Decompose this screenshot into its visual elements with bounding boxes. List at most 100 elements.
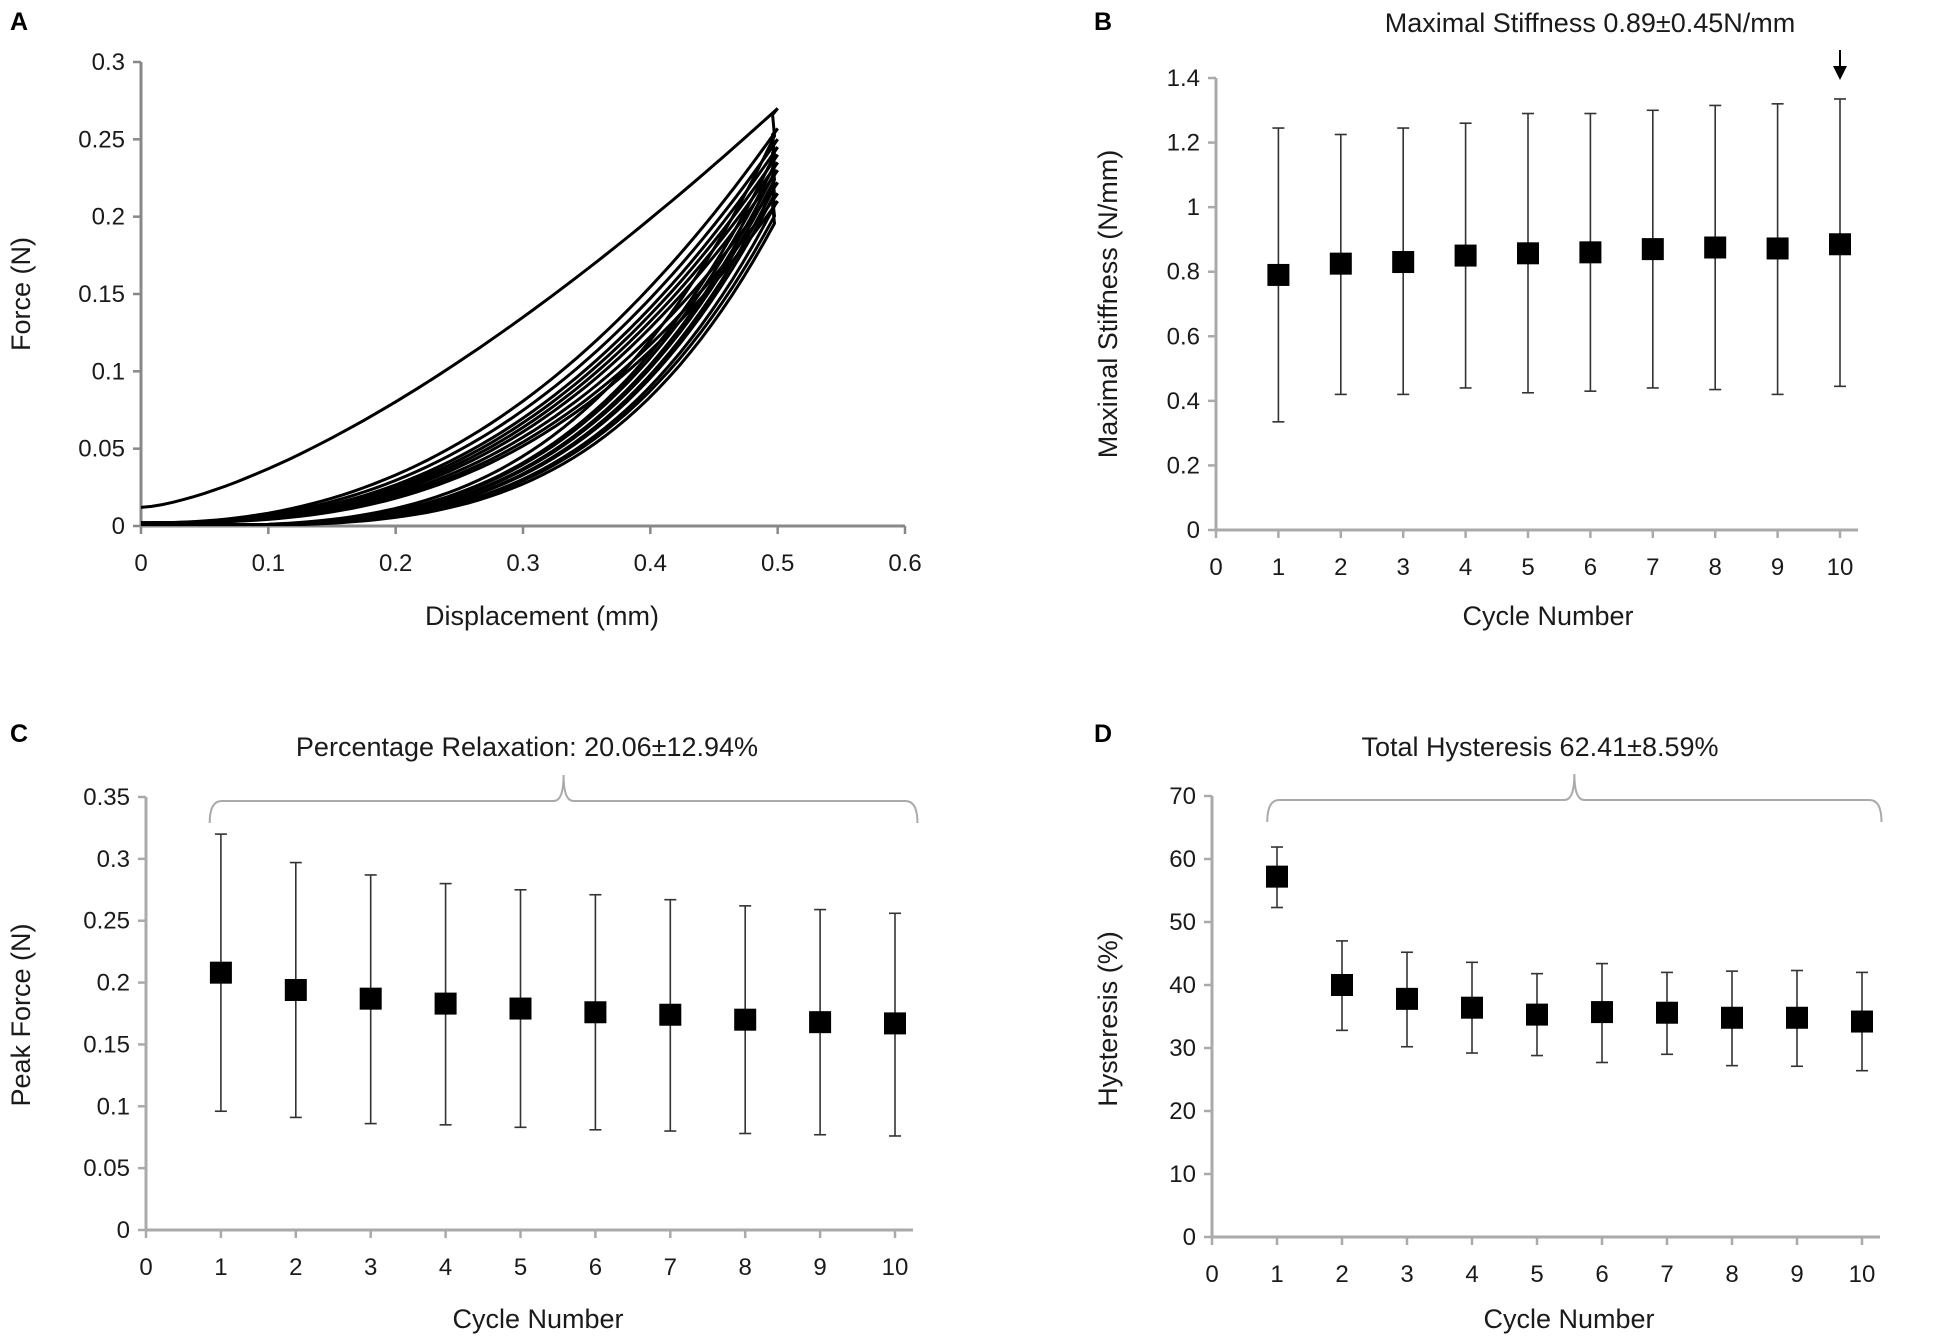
data-point bbox=[1829, 233, 1851, 256]
data-point bbox=[1267, 263, 1290, 286]
x-axis-label-c: Cycle Number bbox=[452, 1304, 623, 1334]
data-point bbox=[809, 1011, 832, 1034]
arrow-head-icon bbox=[1833, 66, 1847, 80]
x-tick-label: 4 bbox=[1465, 1261, 1478, 1288]
y-tick-label: 1.2 bbox=[1167, 130, 1200, 157]
y-tick-label: 60 bbox=[1169, 846, 1196, 873]
y-axis-label-c: Peak Force (N) bbox=[6, 923, 36, 1106]
x-tick-label: 7 bbox=[1660, 1261, 1673, 1288]
data-point bbox=[209, 961, 232, 984]
x-tick-label: 0 bbox=[139, 1254, 152, 1281]
data-point bbox=[884, 1012, 906, 1035]
data-point bbox=[1786, 1006, 1808, 1029]
chart-panel-a: 0 0.05 0.1 0.15 0.2 0.25 0.3 0 0.1 0.2 0.3 0.4 0.5 0.… bbox=[78, 49, 921, 577]
y-tick-label: 0.1 bbox=[92, 358, 125, 385]
y-tick-label: 0.8 bbox=[1167, 259, 1200, 286]
y-tick-label: 0.2 bbox=[92, 204, 125, 231]
data-point bbox=[1266, 865, 1288, 888]
y-tick-label: 0.6 bbox=[1167, 323, 1200, 350]
x-tick-label: 6 bbox=[1584, 554, 1597, 581]
x-tick-label: 3 bbox=[364, 1254, 377, 1281]
data-point bbox=[1656, 1001, 1678, 1024]
y-tick-label: 0.4 bbox=[1167, 388, 1200, 415]
x-tick-label: 9 bbox=[1771, 554, 1784, 581]
y-tick-label: 0.25 bbox=[78, 126, 125, 153]
x-tick-label: 9 bbox=[813, 1254, 826, 1281]
x-tick-label: 9 bbox=[1790, 1261, 1803, 1288]
data-point bbox=[1591, 1001, 1613, 1024]
hysteresis-loop-cycle-9 bbox=[141, 192, 779, 526]
x-tick-label: 6 bbox=[1595, 1261, 1608, 1288]
data-point bbox=[359, 987, 382, 1010]
data-point bbox=[1579, 241, 1602, 264]
x-tick-label: 5 bbox=[514, 1254, 527, 1281]
data-point bbox=[1331, 974, 1353, 996]
data-point bbox=[284, 978, 307, 1001]
x-tick-label: 0 bbox=[134, 550, 147, 577]
x-tick-label: 8 bbox=[1709, 554, 1722, 581]
y-tick-label: 0 bbox=[112, 513, 125, 540]
y-tick-label: 1.4 bbox=[1167, 65, 1200, 92]
y-tick-label: 0.2 bbox=[97, 970, 130, 997]
y-tick-label: 0.25 bbox=[83, 908, 130, 935]
x-axis-label-b: Cycle Number bbox=[1462, 601, 1633, 631]
chart-panel-c: 0 0.05 0.1 0.15 0.2 0.25 0.3 0.35 0 1 2 3 4 5 6 7 8 9 10 bbox=[83, 774, 919, 1281]
bracket-annotation bbox=[208, 774, 919, 824]
y-tick-label: 0.15 bbox=[78, 281, 125, 308]
y-tick-label: 20 bbox=[1169, 1098, 1196, 1125]
y-tick-label: 0.35 bbox=[83, 784, 130, 811]
bracket-annotation bbox=[1266, 773, 1883, 823]
x-tick-label: 0 bbox=[1205, 1261, 1218, 1288]
y-tick-label: 0 bbox=[1183, 1224, 1196, 1251]
x-tick-label: 10 bbox=[1827, 554, 1854, 581]
x-tick-label: 0.2 bbox=[379, 550, 412, 577]
x-tick-label: 1 bbox=[1270, 1261, 1283, 1288]
x-tick-label: 2 bbox=[1335, 1261, 1348, 1288]
x-tick-label: 4 bbox=[439, 1254, 452, 1281]
x-tick-label: 0.1 bbox=[252, 550, 285, 577]
chart-title-b: Maximal Stiffness 0.89±0.45N/mm bbox=[1385, 8, 1795, 38]
data-point bbox=[1461, 996, 1483, 1019]
chart-title-c: Percentage Relaxation: 20.06±12.94% bbox=[296, 732, 758, 762]
x-axis-label-d: Cycle Number bbox=[1483, 1304, 1654, 1334]
y-tick-label: 30 bbox=[1169, 1035, 1196, 1062]
y-axis-label-a: Force (N) bbox=[6, 237, 36, 351]
x-tick-label: 8 bbox=[1725, 1261, 1738, 1288]
x-tick-label: 1 bbox=[1272, 554, 1285, 581]
data-point bbox=[734, 1008, 757, 1031]
data-point bbox=[1329, 252, 1352, 275]
y-tick-label: 0.3 bbox=[92, 49, 125, 76]
x-tick-label: 0.6 bbox=[888, 550, 921, 577]
data-point bbox=[1766, 237, 1789, 260]
data-point bbox=[584, 1001, 607, 1024]
x-tick-label: 0.5 bbox=[761, 550, 794, 577]
y-tick-label: 0.1 bbox=[97, 1093, 130, 1120]
x-tick-label: 1 bbox=[214, 1254, 227, 1281]
chart-panel-b: 0 0.2 0.4 0.6 0.8 1 1.2 1.4 0 1 2 3 4 5 6 7 8 9 10 bbox=[1167, 50, 1858, 581]
panel-label-d: D bbox=[1094, 720, 1112, 748]
y-tick-label: 10 bbox=[1169, 1161, 1196, 1188]
y-tick-label: 0.05 bbox=[78, 436, 125, 463]
y-tick-label: 1 bbox=[1187, 194, 1200, 221]
data-point bbox=[1396, 987, 1418, 1010]
data-point bbox=[1721, 1006, 1743, 1029]
panel-label-a: A bbox=[10, 8, 28, 36]
panel-label-b: B bbox=[1094, 8, 1112, 36]
chart-title-d: Total Hysteresis 62.41±8.59% bbox=[1362, 732, 1719, 762]
y-tick-label: 0 bbox=[1187, 517, 1200, 544]
x-tick-label: 10 bbox=[882, 1254, 909, 1281]
x-tick-label: 2 bbox=[1334, 554, 1347, 581]
y-axis-label-d: Hysteresis (%) bbox=[1093, 931, 1123, 1107]
data-point bbox=[1526, 1003, 1548, 1026]
x-tick-label: 3 bbox=[1397, 554, 1410, 581]
chart-marks: 00.050.10.150.20.250.30 0.1 0.2 0.3 0.4 0.5 0.… bbox=[78, 49, 1883, 1288]
panel-label-c: C bbox=[10, 720, 28, 748]
data-point bbox=[434, 992, 457, 1015]
x-tick-label: 7 bbox=[1646, 554, 1659, 581]
chart-panel-d: 0 10 20 30 40 50 60 70 0 1 2 3 4 5 6 7 8 9 10 bbox=[1169, 773, 1883, 1288]
data-point bbox=[659, 1003, 682, 1026]
y-tick-label: 0.05 bbox=[83, 1155, 130, 1182]
data-point bbox=[509, 997, 532, 1020]
x-tick-label: 6 bbox=[589, 1254, 602, 1281]
